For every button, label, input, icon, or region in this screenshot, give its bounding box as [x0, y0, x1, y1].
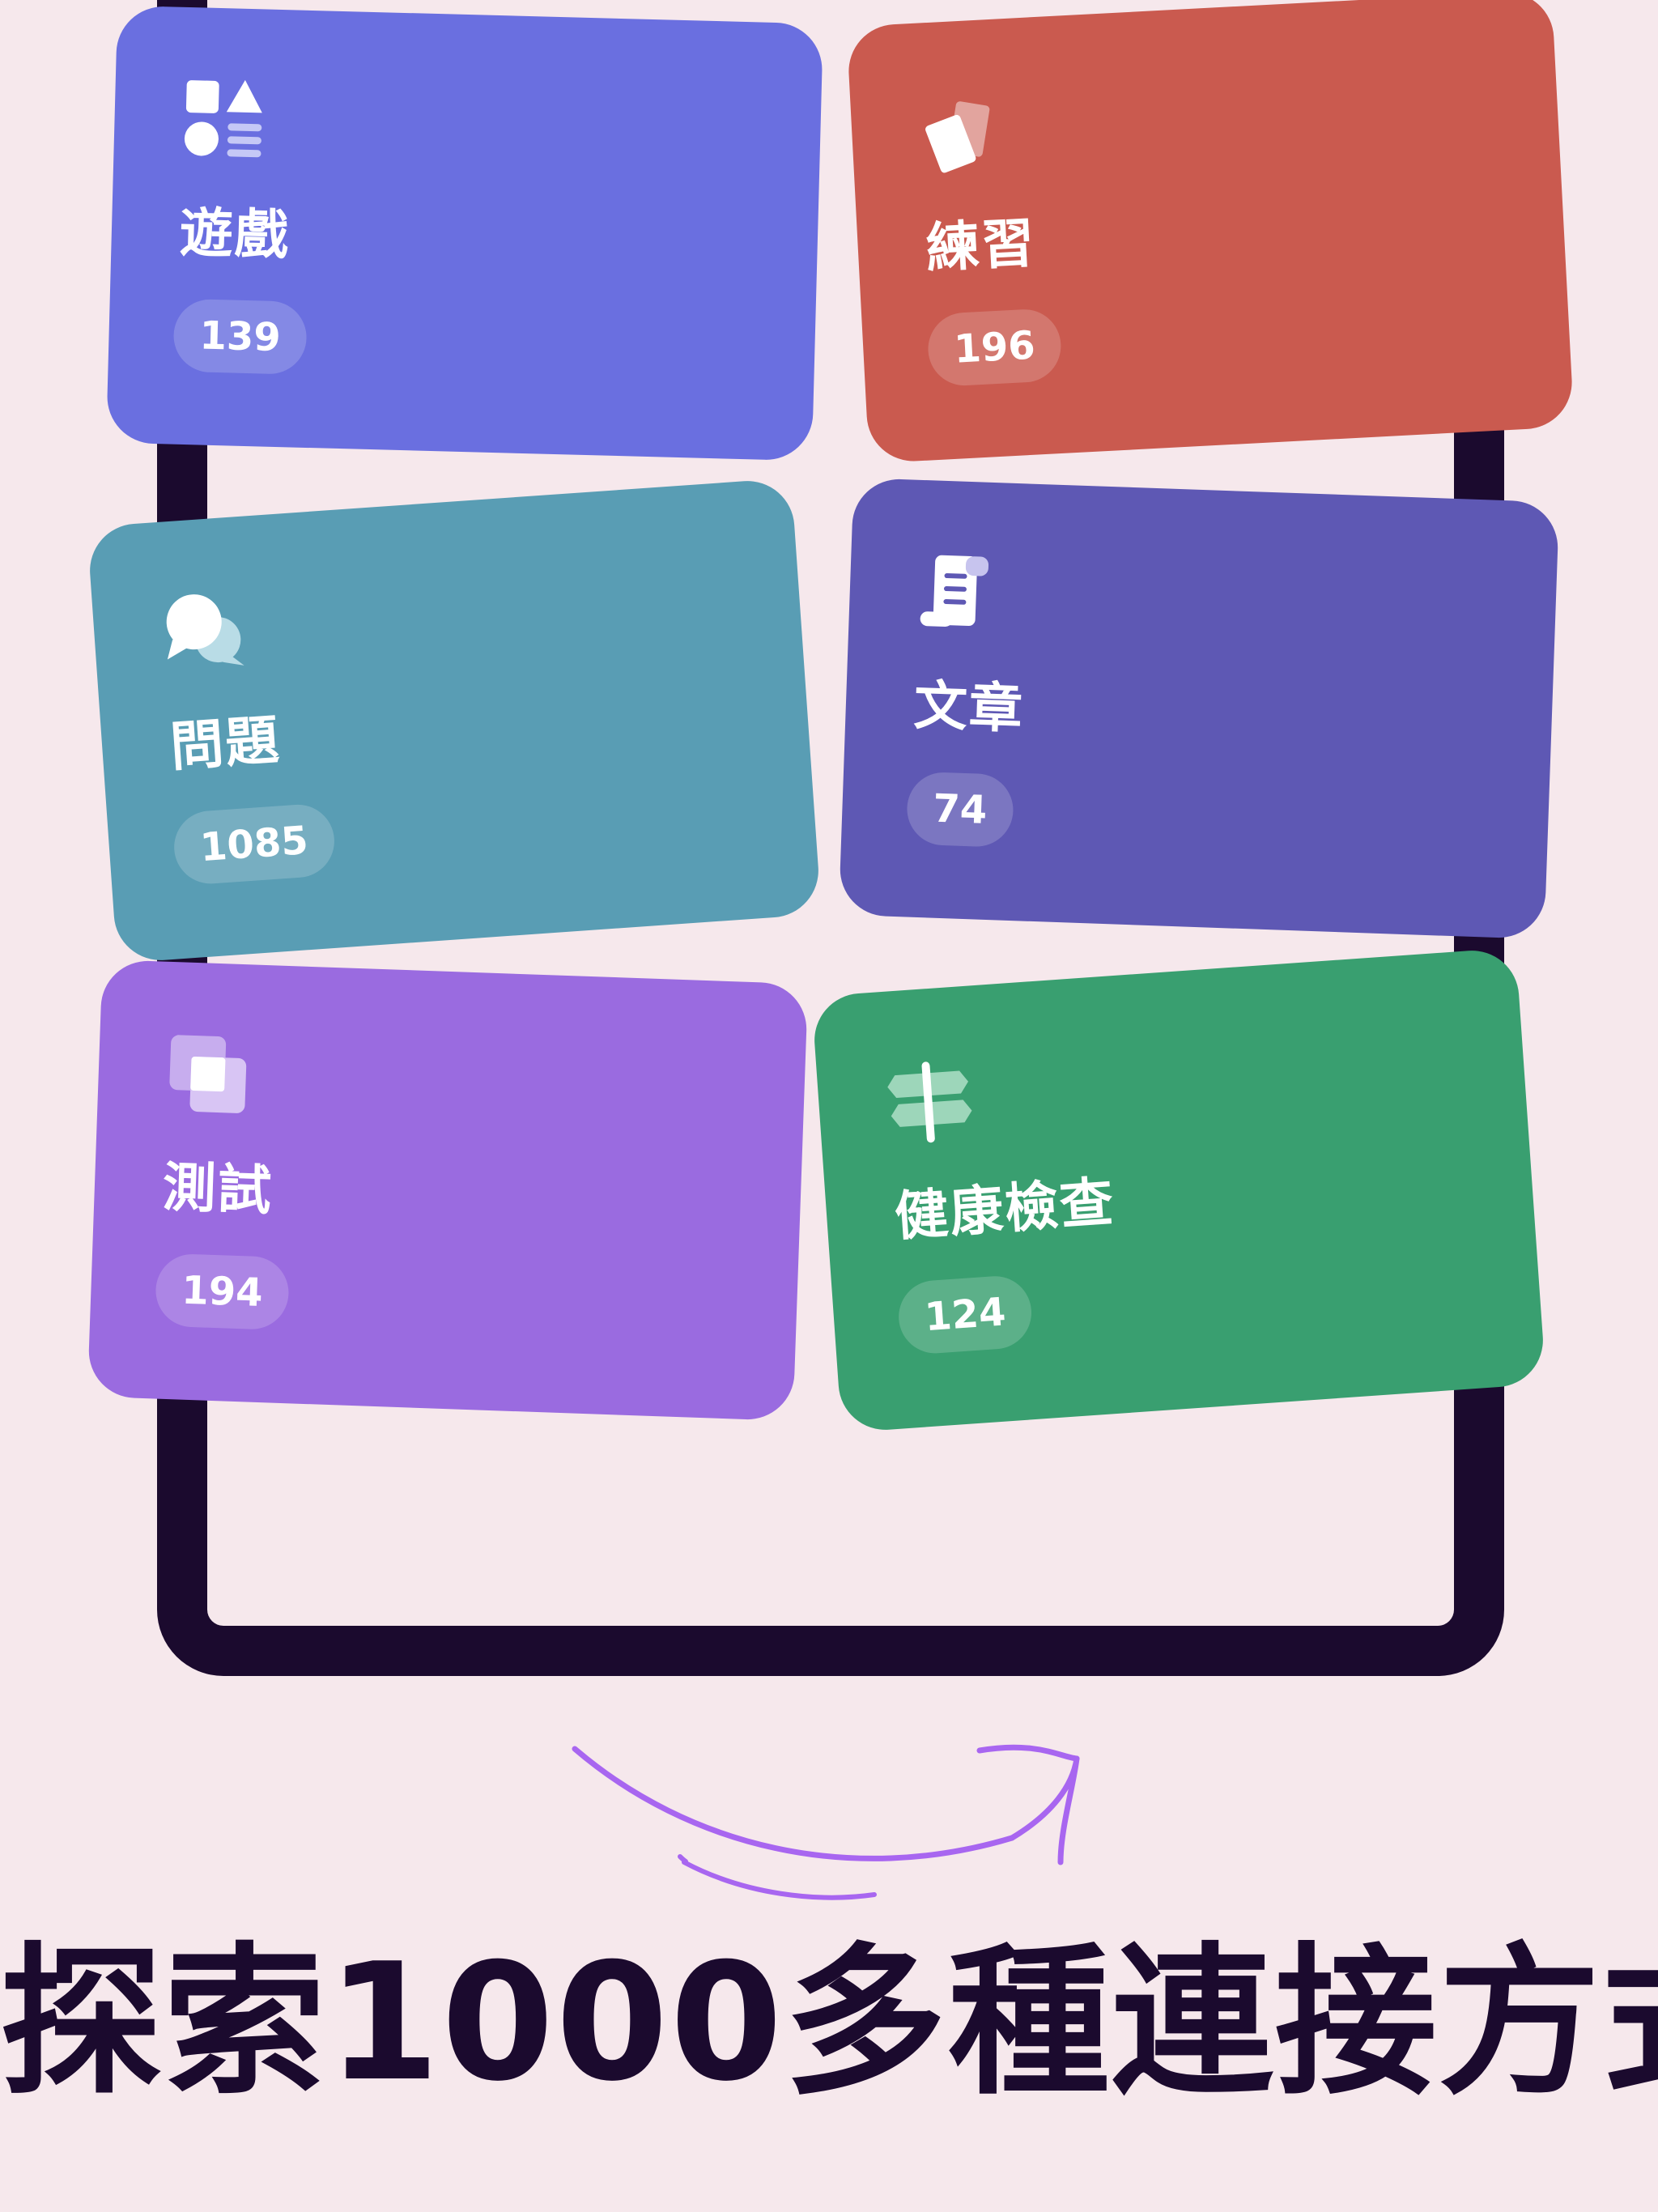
- category-card-quiz[interactable]: 測試 194: [87, 959, 809, 1422]
- chat-bubbles-icon: [158, 584, 253, 678]
- category-card-games[interactable]: 遊戲 139: [106, 5, 823, 462]
- count-badge: 1085: [172, 802, 337, 887]
- count-badge: 194: [154, 1253, 291, 1331]
- card-title: 測試: [161, 1155, 274, 1223]
- card-title: 文章: [912, 674, 1026, 741]
- shapes-icon: [180, 75, 271, 167]
- headline: 探索1000多種連接方式: [0, 1929, 1658, 2117]
- count-badge: 139: [172, 298, 308, 375]
- card-title: 練習: [924, 211, 1038, 280]
- category-card-articles[interactable]: 文章 74: [838, 477, 1560, 940]
- count-badge: 74: [905, 771, 1014, 849]
- layers-icon: [164, 1030, 256, 1122]
- category-card-questions[interactable]: 問題 1085: [87, 478, 822, 963]
- category-card-health-check[interactable]: 健康檢查 124: [811, 947, 1546, 1433]
- count-badge: 124: [896, 1274, 1035, 1356]
- card-title: 健康檢查: [892, 1170, 1117, 1249]
- count-badge: 196: [926, 307, 1063, 388]
- card-title: 問題: [168, 708, 283, 779]
- card-title: 遊戲: [178, 201, 291, 267]
- scroll-icon: [915, 548, 1007, 640]
- cards-icon: [916, 87, 1010, 181]
- signpost-icon: [882, 1053, 977, 1148]
- category-card-practice[interactable]: 練習 196: [846, 0, 1575, 464]
- curved-arrow-icon: [559, 1741, 1109, 1919]
